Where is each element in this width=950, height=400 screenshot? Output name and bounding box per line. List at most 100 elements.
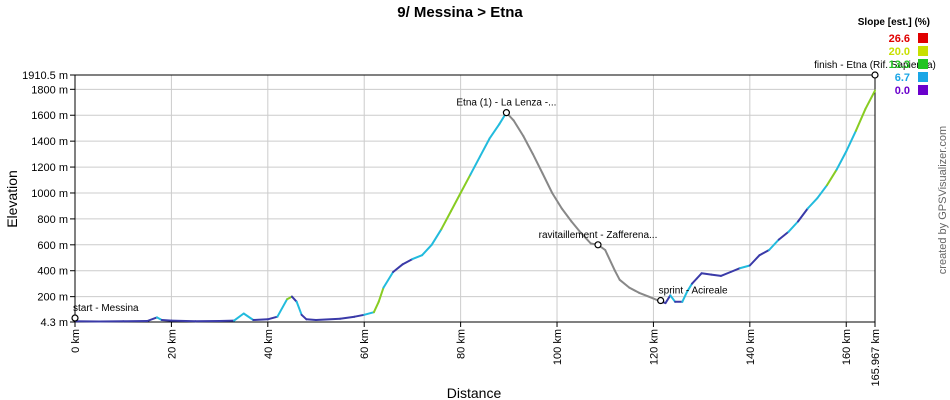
legend-item-label: 6.7 [895,72,910,84]
x-tick-label: 60 km [359,329,371,359]
profile-segment [816,184,828,200]
waypoint-label: ravitaillement - Zafferena... [539,230,658,241]
credit-text: created by GPSVisualizer.com [937,126,949,274]
profile-segment [440,210,452,231]
profile-segment [541,172,554,194]
waypoint-label: start - Messina [73,303,139,314]
y-tick-label: 1400 m [31,136,68,148]
profile-segment [160,319,173,322]
profile-segment [146,316,158,322]
waypoint-label: Etna (1) - La Lenza -... [456,98,556,109]
profile-segment [777,230,790,241]
profile-segment [570,220,583,235]
profile-segment [266,315,279,321]
profile-segment [700,272,713,276]
profile-segment [450,192,462,213]
legend-item-swatch [918,85,928,95]
y-axis-label: Elevation [4,170,20,228]
profile-segment [768,238,780,251]
profile-segment [719,271,732,277]
y-axis-ticks: 4.3 m 200 m 400 m 600 m 800 m 1000 m 1200 m 140… [22,70,75,329]
legend-title: Slope [est.] (%) [858,17,930,28]
profile-segment [430,228,443,246]
profile-segment [628,286,640,294]
profile-segment [729,267,742,273]
y-tick-label: 1200 m [31,162,68,174]
profile-segment [392,263,404,273]
profile-segment [681,290,689,303]
x-axis-label: Distance [447,385,502,400]
profile-segment [233,312,245,322]
profile-segment [686,282,693,293]
y-tick-label: 1000 m [31,188,68,200]
profile-segment [512,119,525,137]
profile-segment [305,318,317,321]
profile-segment [864,89,876,110]
profile-segment [353,313,366,318]
waypoint-marker [594,241,602,249]
profile-segment [382,271,395,289]
y-tick-label: 4.3 m [40,317,68,329]
legend-item-label: 0.0 [895,85,910,97]
profile-segment [551,192,563,210]
profile-segment [372,300,380,314]
profile-segment [835,150,848,171]
profile-segment [806,197,819,210]
waypoint-annotations: start - Messina Etna (1) - La Lenza -... r… [71,60,936,322]
chart-title: 9/ Messina > Etna [397,4,523,21]
waypoint-marker [502,109,511,117]
waypoint-marker [657,296,665,305]
grid [74,74,876,323]
x-tick-label: 20 km [166,329,178,359]
legend-item-label: 20.0 [889,46,910,58]
y-tick-label: 200 m [37,292,68,304]
profile-segment [787,220,799,233]
x-tick-label: 80 km [456,329,468,359]
profile-segment [691,277,698,285]
profile-segment [531,153,544,175]
profile-segment [739,264,751,270]
plot-frame [74,74,876,323]
profile-segment [618,278,631,289]
profile-segment [669,294,677,303]
profile-segment [315,317,342,321]
elevation-profile [74,89,876,323]
legend-item-label: 26.6 [889,33,910,45]
y-tick-label: 400 m [37,266,68,278]
profile-segment [826,168,838,187]
profile-segment [459,173,472,194]
x-tick-label: 0 km [70,329,82,353]
profile-segment [290,295,298,303]
profile-segment [469,155,481,176]
profile-segment [242,312,255,321]
x-tick-label: 40 km [263,329,275,359]
profile-segment [845,129,857,153]
profile-segment [478,137,491,158]
profile-segment [276,298,289,318]
x-tick-label: 160 km [841,329,853,365]
y-tick-label: 800 m [37,214,68,226]
x-tick-label: 100 km [552,329,564,365]
profile-segment [797,207,809,223]
waypoint-marker [871,71,879,79]
y-tick-label: 1910.5 m [22,70,68,82]
profile-segment [710,273,722,277]
legend-item-swatch [918,72,928,82]
y-tick-label: 1800 m [31,84,68,96]
profile-segment [647,295,660,302]
profile-segment [695,272,703,280]
x-axis-ticks: 0 km 20 km 40 km 60 km 80 km 100 km 120 km 140 … [70,322,882,386]
profile-segment [560,207,573,223]
profile-segment [421,243,433,257]
legend-item-label: 13.3 [889,59,910,71]
profile-segment [363,311,375,316]
profile-segment [488,123,501,140]
x-tick-label: 120 km [648,329,660,365]
profile-segment [401,258,414,266]
profile-segment [170,319,197,323]
profile-segment [295,300,303,316]
x-tick-label: 165.967 km [870,329,882,386]
profile-segment [613,269,621,281]
waypoint-label: sprint - Acireale [659,286,728,297]
